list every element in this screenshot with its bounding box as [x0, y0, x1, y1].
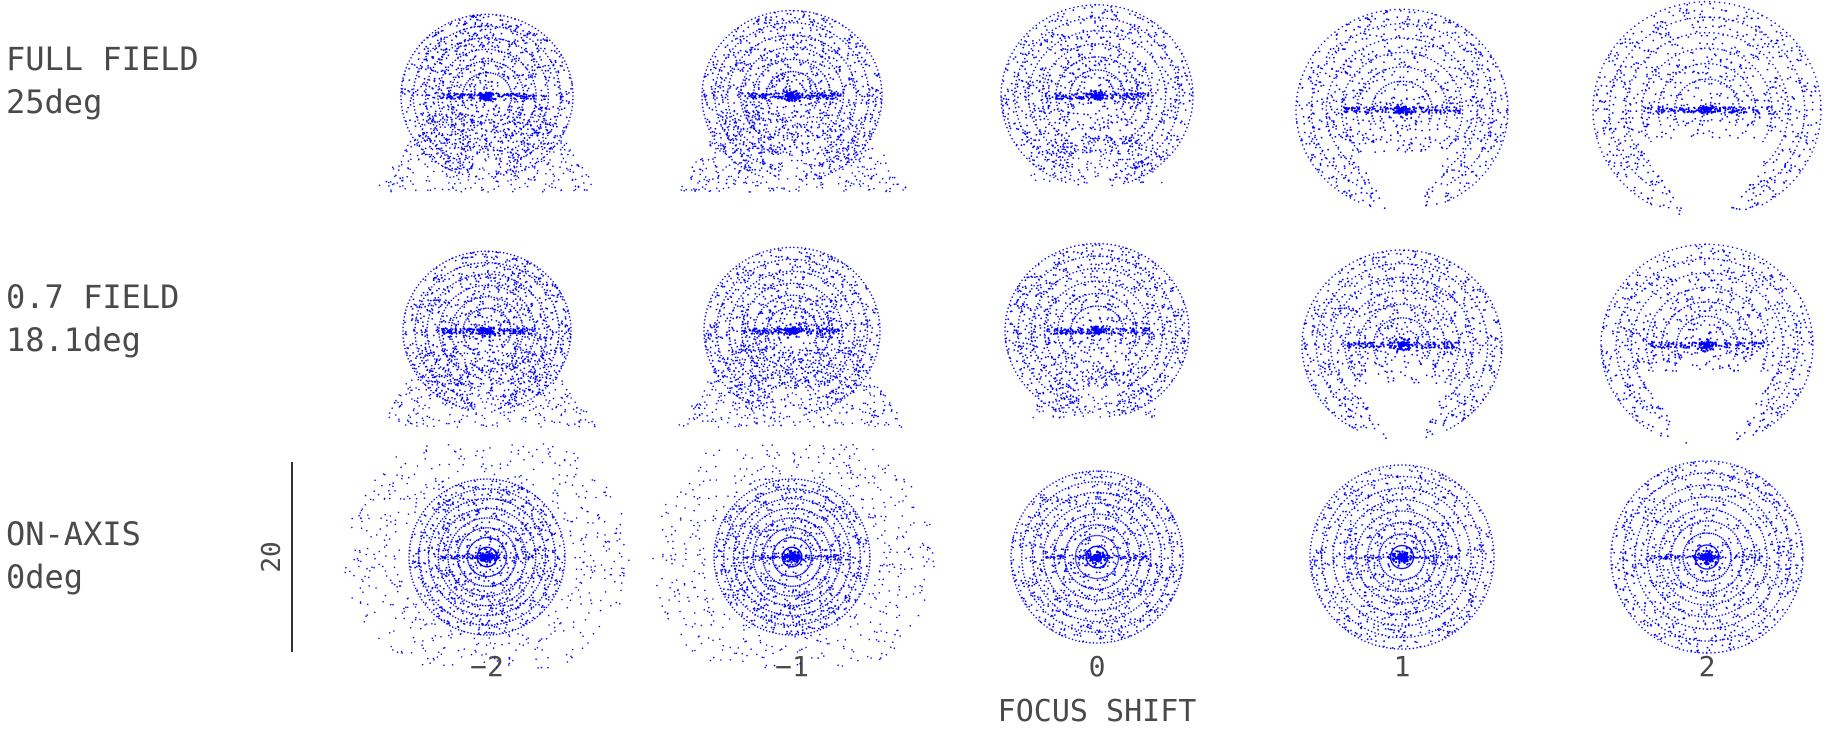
spot-diagram-full-focus-m1 — [681, 10, 907, 193]
spot-diagram-axis-focus-m2 — [344, 443, 629, 669]
scale-bar-label: 20 — [257, 541, 287, 572]
spot-diagram-axis-focus-2 — [1610, 460, 1804, 654]
row-label-07-field: 0.7 FIELD — [6, 278, 179, 316]
focus-tick-label-0: 0 — [1089, 650, 1106, 683]
row-label-on-axis: ON-AXIS — [6, 515, 141, 553]
row-label-full-field: FULL FIELD — [6, 40, 199, 78]
focus-tick-label-p1: 1 — [1394, 650, 1411, 683]
spot-diagram-axis-focus-1 — [1309, 464, 1495, 650]
spot-diagrams — [344, 1, 1821, 669]
spot-diagram-partial-focus-2 — [1600, 243, 1814, 443]
x-axis-title: FOCUS SHIFT — [998, 694, 1197, 729]
spot-diagram-full-focus-2 — [1592, 1, 1822, 215]
focus-tick-label-m2: −2 — [470, 650, 504, 683]
spot-diagram-axis-focus-0 — [1010, 470, 1184, 644]
spot-diagram-full-focus-m2 — [379, 14, 592, 193]
row-angle-full-field: 25deg — [6, 83, 102, 121]
spot-diagram-partial-focus-1 — [1301, 249, 1503, 439]
spot-diagram-partial-focus-m2 — [389, 250, 596, 427]
spot-diagram-partial-focus-0 — [1004, 243, 1190, 419]
row-angle-07-field: 18.1deg — [6, 321, 141, 359]
spot-diagram-full-focus-1 — [1295, 9, 1509, 210]
spot-diagram-axis-focus-m1 — [652, 444, 935, 668]
focus-tick-label-m1: −1 — [775, 650, 809, 683]
focus-tick-label-p2: 2 — [1699, 650, 1716, 683]
spot-diagram-partial-focus-m1 — [679, 247, 903, 428]
spot-diagram-full-focus-0 — [1000, 4, 1194, 187]
row-angle-on-axis: 0deg — [6, 558, 83, 596]
